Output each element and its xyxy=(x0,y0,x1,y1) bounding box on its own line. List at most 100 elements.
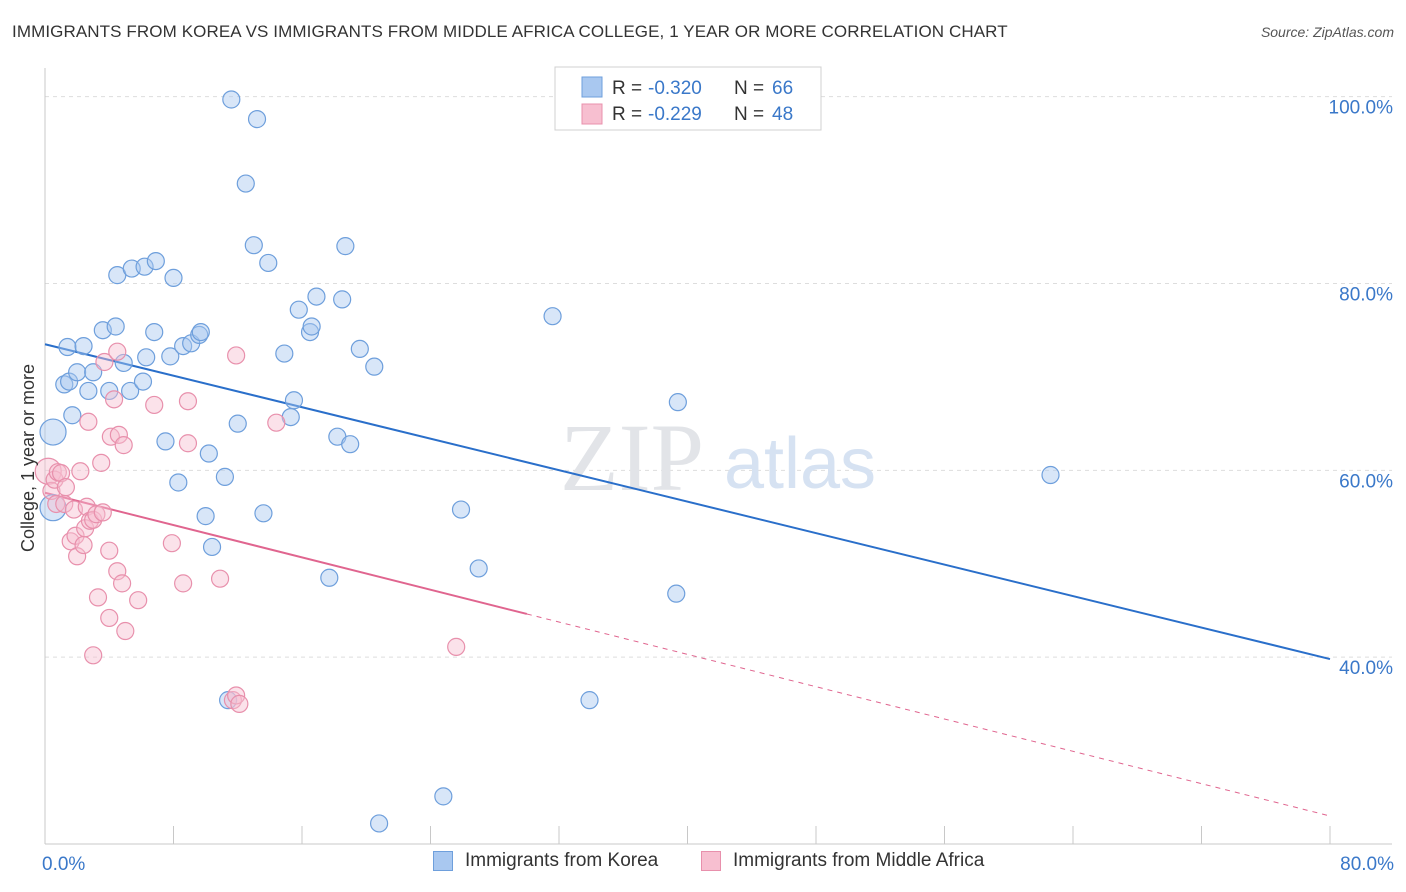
y-tick-label: 100.0% xyxy=(1329,98,1394,119)
source-credit: Source: ZipAtlas.com xyxy=(1260,24,1394,40)
point-korea xyxy=(196,507,215,526)
point-middle-africa xyxy=(51,464,71,483)
point-middle-africa xyxy=(71,462,90,481)
trend-lines xyxy=(44,343,1331,817)
gridlines xyxy=(45,96,1392,658)
legend-r-label-middle-africa: R = xyxy=(612,104,642,125)
legend-swatch-middle-africa xyxy=(701,851,721,871)
watermark-atlas: atlas xyxy=(724,424,876,504)
point-middle-africa xyxy=(230,694,249,713)
x-tick-label-min: 0.0% xyxy=(42,854,85,875)
point-korea xyxy=(100,381,119,401)
point-korea xyxy=(146,251,165,271)
y-tick-label: 40.0% xyxy=(1339,658,1393,679)
watermark: ZIP atlas xyxy=(560,404,876,511)
trend-line-middle-africa xyxy=(44,491,528,615)
point-middle-africa xyxy=(178,392,198,411)
x-tick-label-max: 80.0% xyxy=(1340,854,1394,875)
point-korea xyxy=(244,236,263,255)
point-korea xyxy=(336,237,355,256)
point-middle-africa xyxy=(74,535,93,555)
legend-n-value-korea: 66 xyxy=(772,78,793,99)
legend-item-middle-africa: Immigrants from Middle Africa xyxy=(701,850,984,872)
point-middle-africa xyxy=(145,395,164,415)
point-middle-africa xyxy=(100,608,119,628)
axis-labels: 40.0% 60.0% 80.0% 100.0% 0.0% 80.0% xyxy=(42,98,1394,875)
point-korea xyxy=(106,317,125,336)
point-korea xyxy=(202,537,222,557)
point-middle-africa xyxy=(178,434,198,453)
legend-n-label-korea: N = xyxy=(734,78,764,99)
legend-swatch-korea xyxy=(433,851,453,871)
point-middle-africa xyxy=(88,588,108,607)
point-korea xyxy=(289,300,308,319)
watermark-zip: ZIP xyxy=(560,404,704,511)
chart-title: IMMIGRANTS FROM KOREA VS IMMIGRANTS FROM… xyxy=(12,22,1008,41)
point-korea xyxy=(145,322,164,342)
point-middle-africa xyxy=(109,425,128,444)
point-korea xyxy=(169,473,188,492)
legend-r-value-korea: -0.320 xyxy=(648,78,702,99)
point-middle-africa xyxy=(56,478,75,497)
point-middle-africa xyxy=(116,621,135,641)
point-korea xyxy=(341,435,360,454)
point-korea xyxy=(121,381,140,401)
point-middle-africa xyxy=(104,390,124,409)
y-tick-label: 60.0% xyxy=(1339,471,1393,492)
trend-line-extension-middle-africa xyxy=(526,613,1331,817)
point-korea xyxy=(190,325,209,344)
point-korea xyxy=(156,432,175,451)
point-korea xyxy=(74,337,93,356)
point-middle-africa xyxy=(92,453,111,472)
legend-item-korea: Immigrants from Korea xyxy=(433,850,658,872)
point-middle-africa xyxy=(108,342,127,361)
point-korea xyxy=(63,406,82,425)
point-korea xyxy=(580,691,599,710)
trend-line-korea xyxy=(44,343,1331,661)
point-korea xyxy=(259,253,278,273)
point-korea xyxy=(365,357,384,376)
point-middle-africa xyxy=(174,574,193,593)
point-korea xyxy=(451,500,471,519)
y-tick-label: 80.0% xyxy=(1339,285,1393,306)
point-middle-africa xyxy=(227,346,246,365)
point-korea xyxy=(543,307,562,326)
point-korea xyxy=(1041,465,1060,485)
point-middle-africa xyxy=(95,352,114,372)
point-korea xyxy=(434,787,453,806)
legend-r-value-middle-africa: -0.229 xyxy=(648,104,702,125)
point-korea xyxy=(254,504,273,523)
y-axis-label: College, 1 year or more xyxy=(18,364,38,552)
point-korea xyxy=(55,375,74,394)
legend-label-korea: Immigrants from Korea xyxy=(465,850,659,871)
point-korea xyxy=(668,393,687,412)
point-korea xyxy=(39,418,67,446)
legend-top-swatch-korea xyxy=(581,76,603,98)
point-korea xyxy=(135,257,154,276)
point-korea xyxy=(320,568,339,587)
point-middle-africa xyxy=(87,505,106,524)
point-korea xyxy=(222,90,241,109)
point-korea xyxy=(284,391,304,410)
point-korea xyxy=(247,110,267,129)
point-korea xyxy=(469,559,488,578)
legend-bottom: Immigrants from Korea Immigrants from Mi… xyxy=(0,850,1406,880)
point-korea xyxy=(370,814,389,833)
point-korea xyxy=(79,381,98,401)
point-korea xyxy=(161,347,180,366)
point-korea xyxy=(114,353,133,373)
point-korea xyxy=(58,337,77,357)
point-korea xyxy=(191,322,210,342)
point-middle-africa xyxy=(162,534,181,553)
point-middle-africa xyxy=(447,637,466,656)
point-middle-africa xyxy=(93,503,112,522)
point-korea xyxy=(302,317,321,336)
point-korea xyxy=(164,268,183,288)
point-korea xyxy=(84,363,103,382)
point-middle-africa xyxy=(79,412,98,431)
point-korea xyxy=(350,339,369,359)
legend-label-middle-africa: Immigrants from Middle Africa xyxy=(733,850,985,871)
point-korea xyxy=(133,372,153,391)
legend-n-value-middle-africa: 48 xyxy=(772,104,793,125)
